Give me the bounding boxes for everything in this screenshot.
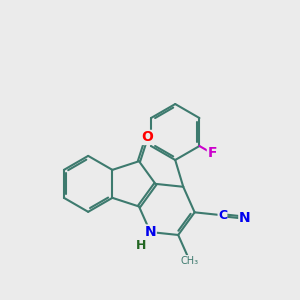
Text: C: C: [218, 209, 227, 222]
Text: N: N: [239, 211, 250, 225]
Text: N: N: [145, 225, 156, 239]
Text: CH₃: CH₃: [181, 256, 199, 266]
Text: H: H: [136, 239, 147, 252]
Text: O: O: [141, 130, 153, 144]
Text: F: F: [207, 146, 217, 161]
